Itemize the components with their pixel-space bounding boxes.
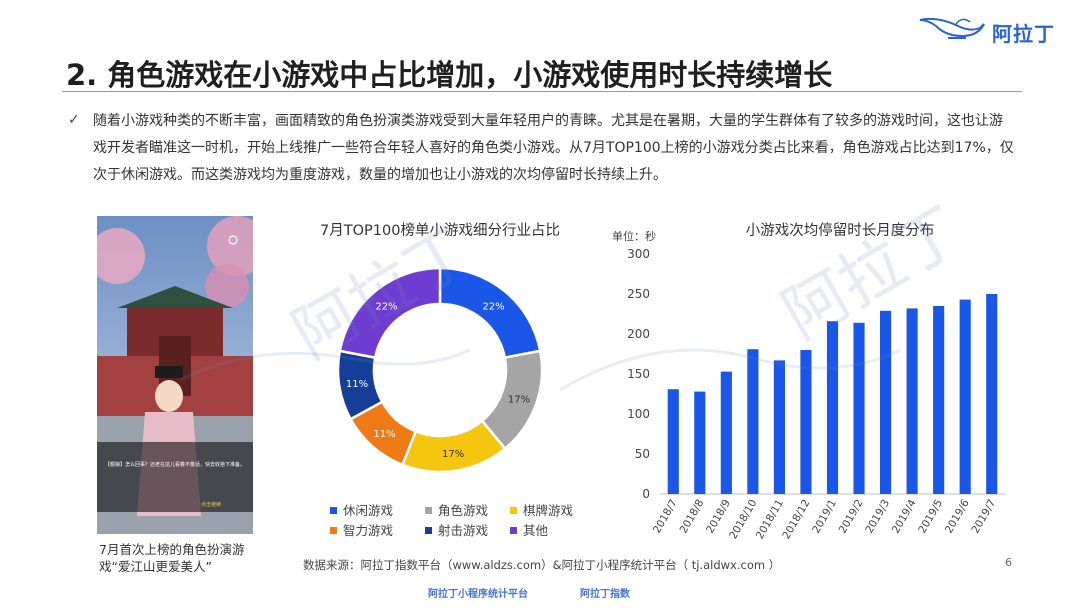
brand-logo-text: 阿拉丁	[992, 22, 1055, 46]
data-source-note: 数据来源：阿拉丁指数平台（www.aldzs.com）&阿拉丁小程序统计平台（ …	[303, 558, 781, 572]
aladdin-lamp-logo-icon	[919, 17, 985, 39]
footer-logo-stats-platform: 阿拉丁小程序统计平台	[428, 589, 528, 600]
legend-label: 休闲游戏	[343, 503, 394, 518]
legend-swatch	[510, 507, 517, 514]
bar-chart-unit-label: 单位：秒	[612, 230, 656, 243]
y-tick-label-0: 0	[642, 487, 650, 501]
x-tick-label-8: 2019/3	[863, 498, 892, 536]
bar-2019/1	[826, 321, 839, 494]
page-number: 6	[1005, 556, 1012, 569]
bar-2018/11	[773, 360, 785, 494]
donut-slice-label-2: 17%	[508, 394, 530, 405]
legend-label: 智力游戏	[343, 523, 394, 538]
legend-label: 棋牌游戏	[523, 503, 574, 518]
screenshot-caption: 7月首次上榜的角色扮演游戏“爱江山更爱美人”	[99, 542, 245, 574]
donut-chart-title: 7月TOP100榜单小游戏细分行业占比	[320, 223, 560, 239]
donut-slice-label-4: 11%	[373, 429, 395, 440]
legend-swatch	[330, 507, 337, 514]
legend-label: 角色游戏	[438, 503, 489, 518]
donut-slice-1	[438, 266, 542, 360]
bar-2018/7	[667, 389, 679, 494]
bar-chart: 0501001502002503002018/72018/82018/92018…	[627, 247, 1005, 541]
bar-2018/10	[747, 349, 759, 494]
donut-slice-label-5: 11%	[346, 379, 368, 390]
x-tick-label-12: 2019/7	[969, 498, 998, 536]
donut-slice-label-3: 17%	[442, 449, 464, 460]
x-tick-label-9: 2019/4	[890, 497, 919, 535]
donut-slice-3	[400, 419, 507, 474]
legend-label: 射击游戏	[438, 523, 489, 538]
x-tick-label-0: 2018/7	[651, 498, 680, 536]
x-tick-label-7: 2019/2	[837, 498, 866, 536]
legend-swatch	[425, 527, 432, 534]
y-tick-label-4: 200	[627, 327, 650, 341]
bar-2019/5	[933, 306, 945, 494]
y-tick-label-2: 100	[627, 407, 650, 421]
settings-gear-icon	[228, 235, 238, 245]
y-tick-label-3: 150	[627, 367, 650, 381]
donut-slice-label-6: 22%	[375, 301, 397, 312]
game-dialog-text: 【额娘】怎么回事？还老在这儿看着不像话，快去收拾下准备。	[105, 461, 245, 468]
donut-slice-6	[338, 266, 442, 360]
bar-chart-title: 小游戏次均停留时长月度分布	[745, 223, 935, 239]
bar-2019/7	[986, 294, 998, 494]
legend-item-3: 棋牌游戏	[510, 500, 573, 519]
y-tick-label-1: 50	[635, 447, 650, 461]
legend-swatch	[425, 507, 432, 514]
legend-item-1: 休闲游戏	[330, 500, 393, 519]
x-tick-label-2: 2018/9	[704, 498, 733, 536]
bar-2019/3	[880, 310, 892, 494]
legend-item-4: 智力游戏	[330, 520, 393, 539]
slide-title: 2. 角色游戏在小游戏中占比增加，小游戏使用时长持续增长	[66, 58, 833, 92]
legend-label: 其他	[523, 523, 549, 538]
x-tick-label-6: 2019/1	[810, 498, 839, 536]
title-divider	[62, 91, 1022, 92]
donut-slice-label-1: 22%	[482, 301, 504, 312]
y-tick-label-5: 250	[627, 287, 650, 301]
donut-chart: 22% 17% 17% 11% 11% 22%	[336, 266, 544, 474]
bar-2019/2	[853, 322, 865, 494]
legend-swatch	[510, 527, 517, 534]
game-screenshot-image: 【额娘】怎么回事？还老在这儿看着不像话，快去收拾下准备。 点击继续	[97, 216, 253, 534]
legend-item-5: 射击游戏	[425, 520, 488, 539]
x-tick-label-1: 2018/8	[678, 498, 707, 536]
footer-logo-index: 阿拉丁指数	[580, 589, 630, 600]
game-dialog-button: 点击继续	[201, 501, 221, 508]
x-tick-label-11: 2019/6	[943, 497, 972, 535]
legend-item-2: 角色游戏	[425, 500, 488, 519]
legend-item-6: 其他	[510, 520, 548, 539]
legend-swatch	[330, 527, 337, 534]
bar-2018/12	[800, 350, 812, 494]
x-tick-label-10: 2019/5	[916, 498, 945, 536]
body-paragraph: 随着小游戏种类的不断丰富，画面精致的角色扮演类游戏受到大量年轻用户的青睐。尤其是…	[93, 113, 1014, 183]
checkmark-icon: ✓	[68, 112, 80, 128]
bar-2019/4	[906, 308, 918, 494]
bar-2019/6	[959, 299, 971, 494]
y-tick-label-6: 300	[627, 247, 650, 261]
bar-2018/8	[694, 391, 706, 494]
bar-2018/9	[720, 371, 732, 494]
